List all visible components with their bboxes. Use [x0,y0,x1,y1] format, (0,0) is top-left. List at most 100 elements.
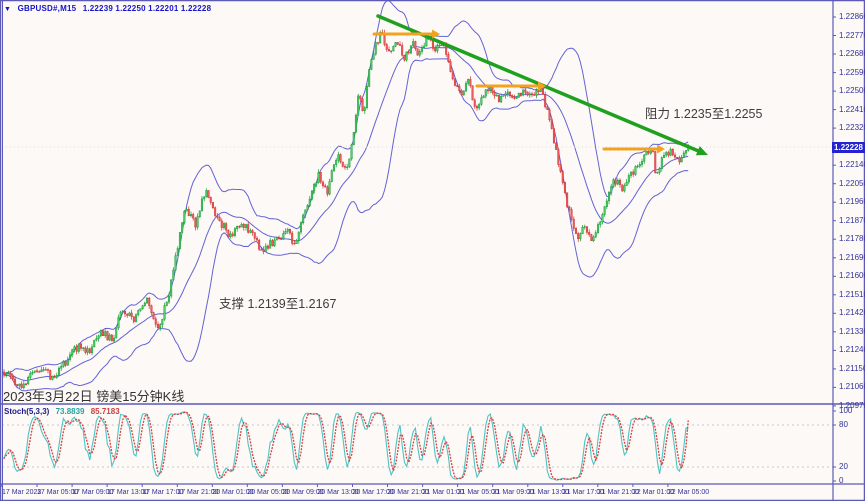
time-axis-label: 17 Mar 17:00 [142,489,184,496]
candle-body [357,95,360,116]
candle-body [592,236,595,241]
candle-body [75,346,78,352]
stoch-name: Stoch(5,3,3) [4,407,50,416]
candle-body [412,41,415,47]
price-axis[interactable]: 1.22860 1.22770 1.22680 1.22590 1.22500 1.224… [833,0,865,501]
candle-body [49,370,52,380]
resistance-arrow-head[interactable] [432,29,440,39]
candle-body [196,216,199,228]
candle-body [337,154,340,161]
candle-body [436,44,439,52]
candle-body [605,200,608,207]
candle-body [299,222,302,233]
candle-body [550,119,553,129]
candle-body [359,95,362,100]
candle-body [159,324,162,329]
candle-body [451,71,454,80]
candle-body [638,164,641,167]
chevron-down-icon[interactable]: ▼ [4,6,12,13]
candle-body [110,334,113,342]
candle-body [167,295,170,303]
price-axis-label: 1.22410 [839,104,865,114]
candle-body [656,172,659,174]
candle-body [128,312,131,316]
candle-body [665,152,668,156]
candle-body [7,372,10,375]
price-axis-label: 1.21150 [839,363,865,373]
candle-body [363,107,366,112]
candle-body [420,47,423,52]
candle-body [350,144,353,160]
candle-body [489,87,492,92]
candle-body [275,237,278,241]
candle-body [548,109,551,121]
stoch-k-value: 73.8839 [55,407,85,416]
candle-body [352,132,355,146]
candle-body [135,314,138,322]
candle-body [321,181,324,187]
candle-body [678,157,681,163]
candle-body [636,165,639,168]
candle-body [500,96,503,103]
price-axis-label: 1.21420 [839,308,865,318]
candle-body [579,233,582,239]
candle-body [467,79,470,84]
price-axis-label: 1.21870 [839,215,865,225]
candle-body [216,215,219,218]
candle-body [581,226,584,235]
chart-title-bar: ▼ GBPUSD#,M15 1.22239 1.22250 1.22201 1.… [4,4,215,13]
candle-body [552,128,555,144]
candle-body [471,85,474,101]
candle-body [88,348,91,353]
candle-body [645,151,648,156]
candle-body [97,335,100,339]
candle-body [588,232,591,235]
time-axis[interactable]: 17 Mar 2023 17 Mar 05:00 17 Mar 09:00 17 Ma… [0,486,865,500]
candle-body [603,206,606,215]
chart-caption[interactable]: 2023年3月22日 镑美15分钟K线 [3,389,185,404]
candle-body [209,197,212,203]
candle-body [401,45,404,56]
candle-body [53,375,56,378]
stoch-d-value: 85.7183 [90,407,120,416]
candle-body [161,318,164,325]
candle-body [533,94,536,96]
time-axis-label: 21 Mar 05:00 [457,489,499,496]
resistance-arrow-head[interactable] [538,81,546,91]
trendline-arrow-head[interactable] [695,146,708,156]
candle-body [156,324,159,329]
time-axis-label: 20 Mar 01:00 [212,489,254,496]
candle-body [16,384,19,386]
candle-body [40,369,43,373]
candle-body [680,157,683,163]
candle-body [192,214,195,219]
candle-body [304,209,307,216]
candle-body [374,42,377,55]
candle-body [328,181,331,195]
support-annotation[interactable]: 支撑 1.2139至1.2167 [219,297,337,311]
candle-body [227,229,230,238]
current-price-label: 1.22228 [832,141,865,153]
candle-body [38,371,41,373]
resistance-arrow-head[interactable] [657,144,665,154]
candle-body [66,359,69,366]
candle-body [277,237,280,239]
candle-body [42,369,45,371]
candle-body [146,297,149,304]
time-axis-label: 22 Mar 05:00 [667,489,710,496]
candle-body [491,87,494,93]
candle-body [64,361,67,366]
candle-body [348,158,351,168]
price-axis-label: 1.21240 [839,345,865,355]
candle-body [113,337,116,342]
candle-body [339,154,342,163]
candle-body [214,207,217,217]
price-axis-label: 1.21780 [839,234,865,244]
candle-body [258,239,261,250]
trendline-arrow[interactable] [376,14,700,153]
candle-body [434,48,437,52]
resistance-annotation[interactable]: 阻力 1.2235至1.2255 [645,107,763,121]
candle-body [387,49,390,52]
candle-body [231,233,234,236]
